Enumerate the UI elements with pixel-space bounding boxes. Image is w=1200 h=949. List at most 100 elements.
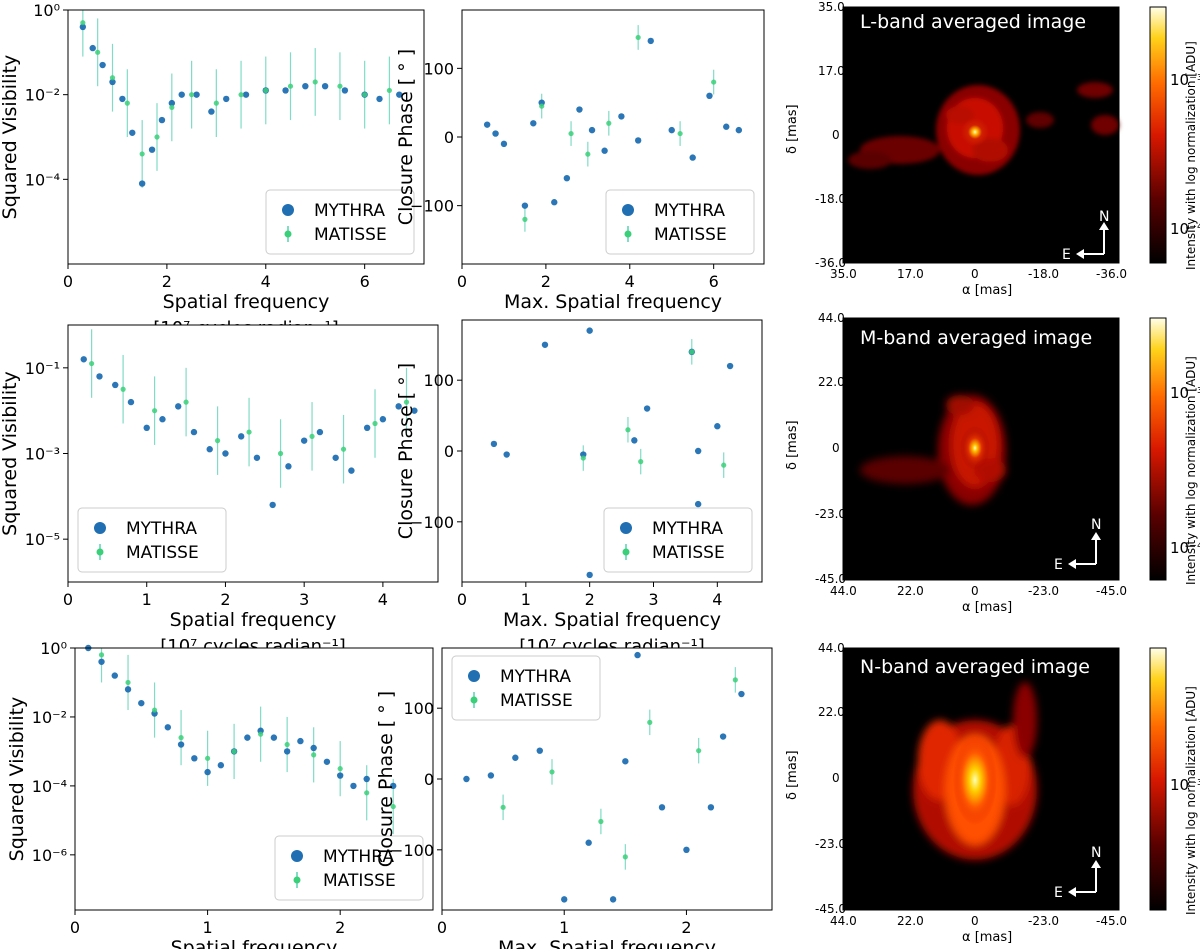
mythra-point [363,775,370,783]
mythra-point [585,839,592,846]
mythra-point [683,846,690,854]
mythra-point [536,747,543,754]
legend-box [77,507,227,573]
compass-east-label: E [1054,557,1063,573]
mythra-point [463,775,470,783]
mythra-point [193,91,200,98]
x-tick-label: 44.0 [830,584,857,598]
x-tick-label: 0 [63,590,73,609]
image-frame [842,317,1120,581]
y-axis-label: Squared Visibility [6,697,28,862]
mythra-point [285,463,292,470]
y-tick-label: −100 [410,513,454,532]
y-tick-label: -45.0 [815,572,846,586]
matisse-point [721,462,727,468]
x-axis-label: Spatial frequency [163,291,330,313]
mythra-point [563,174,571,182]
matisse-point [98,652,105,658]
mythra-point [348,467,355,474]
matisse-point [580,455,586,461]
mythra-point [164,724,172,731]
x-tick-label: 6 [709,272,719,291]
mythra-point [411,407,418,414]
heatmap-L: L-band averaged image N E 10⁻³ 10⁻⁴ Inte… [785,0,1200,298]
compass: N E [1054,845,1101,901]
mythra-point [530,120,537,127]
matisse-point [139,151,145,157]
legend-label: MYTHRA [126,519,197,539]
mythra-point [191,755,198,762]
mythra-point [204,768,211,776]
image-title: L-band averaged image [860,11,1086,33]
mythra-point [601,147,608,154]
x-tick-label: -23.0 [1028,914,1059,928]
matisse-point [189,92,195,98]
x-tick-label: -23.0 [1028,584,1059,598]
x-axis-label: α [mas] [962,600,1012,615]
x-tick-label: 22.0 [897,914,924,928]
mythra-point [159,416,166,423]
legend-label: MATISSE [126,543,199,563]
mythra-point [723,123,730,130]
mythra-point [332,454,339,461]
x-axis-label: Max. Spatial frequency [498,937,716,949]
x-tick-label: -45.0 [1096,584,1127,598]
colorbar-label: Intensity with log normalization [ADU] [1184,686,1198,915]
y-tick-label: −100 [410,197,454,216]
matisse-point [337,83,343,89]
y-tick-label: 44.0 [818,311,845,325]
legend: MYTHRA MATISSE [265,189,415,255]
y-tick-label: 0 [832,771,840,785]
mythra-point [222,450,229,457]
mythra-point [706,92,713,100]
mythra-point [237,433,245,440]
y-tick-label: 100 [423,59,454,78]
mythra-point [609,896,617,903]
matisse-point [89,360,95,367]
heatmap-N: N-band averaged image N E 10⁻³ Intensity… [785,641,1200,945]
x-tick-label: -36.0 [1096,267,1127,281]
legend-marker-mythra [291,850,303,862]
y-tick-label: 22.0 [818,705,845,719]
x-tick-label: 0 [971,267,979,281]
mythra-point [714,423,721,430]
mythra-point [99,61,106,69]
mythra-point [396,91,403,98]
mythra-point [618,113,625,120]
matisse-point [263,87,269,94]
matisse-point [732,677,738,683]
legend-label: MATISSE [314,225,387,245]
mythra-point [512,754,519,761]
y-axis-label: δ [mas] [785,420,800,470]
x-tick-label: 4 [625,272,635,291]
legend: MYTHRA MATISSE [77,507,227,573]
matisse-point [109,75,116,81]
matisse-point [204,755,211,761]
matisse-point [606,120,612,126]
x-axis-label: α [mas] [962,283,1012,298]
y-axis-label: δ [mas] [785,750,800,800]
matisse-point [711,79,717,85]
x-tick-label: 2 [220,590,230,609]
matisse-point [120,386,126,392]
mythra-point [634,137,642,144]
mythra-point [541,341,549,348]
x-tick-label: 2 [541,272,551,291]
x-axis-label: Spatial frequency [170,609,337,631]
x-tick-label: 2 [585,590,595,609]
matisse-point [638,459,644,465]
y-tick-label: -45.0 [815,902,846,916]
mythra-point [282,87,289,94]
mythra-point [492,130,499,137]
x-tick-label: 2 [162,272,172,291]
mythra-point [323,758,331,765]
colorbar-tick: 10⁻³ [1170,776,1200,794]
mythra-point [127,398,135,406]
y-tick-label: 22.0 [818,375,845,389]
y-tick-label: 0 [424,770,434,789]
mythra-point [270,734,278,741]
